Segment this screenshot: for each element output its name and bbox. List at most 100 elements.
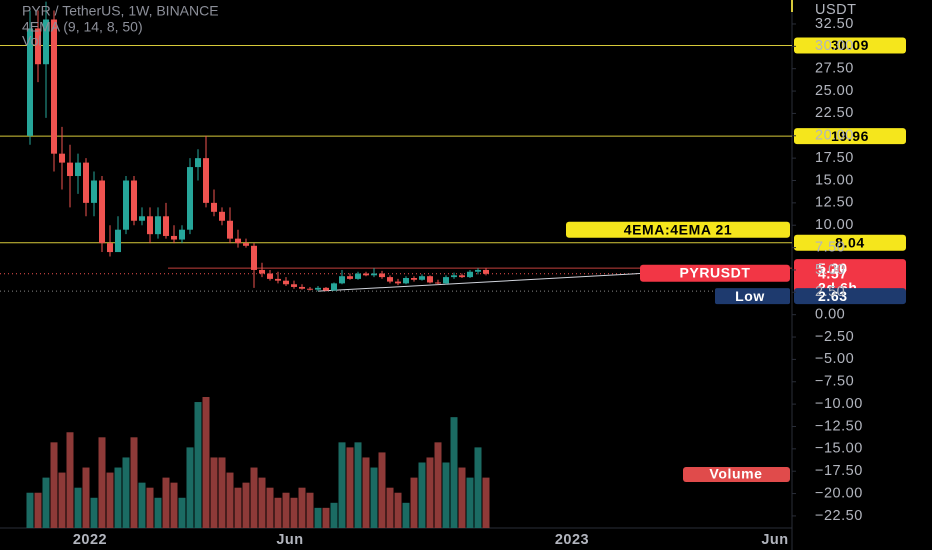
volume-bar xyxy=(146,487,154,528)
candle-body xyxy=(179,229,185,240)
volume-bar xyxy=(42,477,50,528)
candle-body xyxy=(451,275,457,278)
candle-body xyxy=(283,280,289,285)
candle-body xyxy=(195,158,201,168)
volume-legend: Vol xyxy=(22,33,41,49)
candle-body xyxy=(59,153,65,163)
x-tick-label: 2023 xyxy=(555,532,589,548)
candle-body xyxy=(107,243,113,253)
volume-bar xyxy=(258,477,266,528)
price-label: 4.57 xyxy=(818,265,848,281)
y-tick-label: 20.00 xyxy=(815,128,854,144)
candle-body xyxy=(459,275,465,278)
price-tag xyxy=(794,234,906,251)
candle-body xyxy=(331,283,337,291)
candle-body xyxy=(67,162,73,177)
y-tick-label: −7.50 xyxy=(815,374,854,390)
volume-bar xyxy=(50,442,58,528)
low-price-tag xyxy=(794,288,906,305)
volume-tag-label: Volume xyxy=(709,466,762,482)
volume-bar xyxy=(378,452,386,528)
candle-body xyxy=(323,287,329,291)
candle-body xyxy=(379,273,385,278)
candle-body xyxy=(123,180,129,230)
volume-bar xyxy=(418,462,426,528)
x-tick-label: Jun xyxy=(761,532,788,548)
volume-bar xyxy=(226,472,234,528)
candle-body xyxy=(35,28,41,65)
volume-bar xyxy=(354,442,362,528)
candle-body xyxy=(467,271,473,278)
candle-body xyxy=(339,276,345,284)
volume-bar xyxy=(242,482,250,528)
volume-bar xyxy=(90,497,98,528)
candle-body xyxy=(403,277,409,284)
y-tick-label: 22.50 xyxy=(815,105,854,121)
volume-bar xyxy=(426,457,434,528)
y-tick-label: 30.00 xyxy=(815,38,854,54)
volume-bar xyxy=(114,467,122,528)
price-tag xyxy=(794,128,906,145)
candle-body xyxy=(147,216,153,235)
volume-bar xyxy=(194,402,202,528)
ema-tag xyxy=(566,221,790,238)
y-tick-label: −15.00 xyxy=(815,441,863,457)
y-tick-label: −12.50 xyxy=(815,418,863,434)
y-tick-label: 12.50 xyxy=(815,195,854,211)
volume-bar xyxy=(34,492,42,528)
volume-bar xyxy=(178,497,186,528)
volume-bar xyxy=(346,447,354,528)
candle-body xyxy=(411,277,417,280)
candle-body xyxy=(435,282,441,284)
volume-bar xyxy=(66,432,74,528)
y-tick-label: 5.00 xyxy=(815,262,845,278)
candle-body xyxy=(83,162,89,203)
indicator-legend: 4EMA (9, 14, 8, 50) xyxy=(22,19,143,35)
volume-bar xyxy=(162,477,170,528)
y-tick-label: −17.50 xyxy=(815,463,863,479)
candle-body xyxy=(443,277,449,284)
symbol-tag xyxy=(640,264,790,282)
volume-bar xyxy=(290,497,298,528)
volume-bar xyxy=(266,487,274,528)
candle-body xyxy=(27,28,33,136)
y-tick-label: 32.50 xyxy=(815,16,854,32)
high-label: 5.20 xyxy=(818,260,848,276)
candle-body xyxy=(235,238,241,244)
candle-body xyxy=(171,235,177,240)
symbol-label: PYRUSDT xyxy=(679,264,750,280)
volume-bar xyxy=(306,492,314,528)
candle-body xyxy=(267,273,273,279)
volume-bar xyxy=(434,442,442,528)
volume-bar xyxy=(450,417,458,528)
candle-body xyxy=(139,216,145,221)
y-tick-label: −22.50 xyxy=(815,508,863,524)
candle-body xyxy=(91,180,97,203)
volume-bar xyxy=(130,437,138,528)
volume-bar xyxy=(122,457,130,528)
volume-bar xyxy=(466,477,474,528)
volume-bar xyxy=(314,507,322,528)
volume-bar xyxy=(170,482,178,528)
volume-bar xyxy=(210,457,218,528)
candle-body xyxy=(427,276,433,283)
volume-bar xyxy=(274,497,282,528)
candle-body xyxy=(387,277,393,282)
y-tick-label: 27.50 xyxy=(815,61,854,77)
candle-body xyxy=(99,180,105,244)
volume-bar xyxy=(282,492,290,528)
volume-bar xyxy=(234,487,242,528)
y-tick-label: 15.00 xyxy=(815,172,854,188)
candle-body xyxy=(227,220,233,239)
x-tick-label: Jun xyxy=(276,532,303,548)
volume-bar xyxy=(82,467,90,528)
low-tag xyxy=(715,288,790,305)
volume-bar xyxy=(218,457,226,528)
volume-bar xyxy=(338,442,346,528)
candle-body xyxy=(43,19,49,65)
y-tick-label: −10.00 xyxy=(815,396,863,412)
volume-bar xyxy=(186,447,194,528)
price-tag-label: 8.04 xyxy=(835,234,865,250)
volume-bar xyxy=(298,487,306,528)
